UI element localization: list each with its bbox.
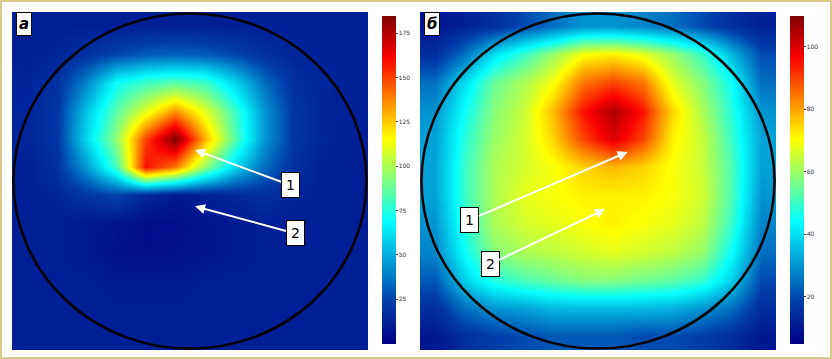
svg-text:1: 1	[465, 212, 474, 228]
svg-text:150: 150	[399, 74, 411, 81]
svg-text:2: 2	[486, 256, 495, 272]
svg-text:2: 2	[291, 225, 300, 241]
svg-text:а: а	[19, 15, 29, 33]
svg-text:40: 40	[807, 230, 815, 237]
svg-text:25: 25	[399, 295, 407, 302]
svg-text:100: 100	[399, 162, 411, 169]
svg-text:80: 80	[807, 105, 815, 112]
svg-text:125: 125	[399, 118, 411, 125]
svg-text:75: 75	[399, 207, 407, 214]
svg-text:100: 100	[807, 43, 819, 50]
svg-text:б: б	[427, 15, 437, 33]
svg-text:60: 60	[807, 168, 815, 175]
svg-text:20: 20	[807, 293, 815, 300]
svg-text:50: 50	[399, 251, 407, 258]
svg-text:175: 175	[399, 29, 411, 36]
svg-text:1: 1	[286, 177, 295, 193]
